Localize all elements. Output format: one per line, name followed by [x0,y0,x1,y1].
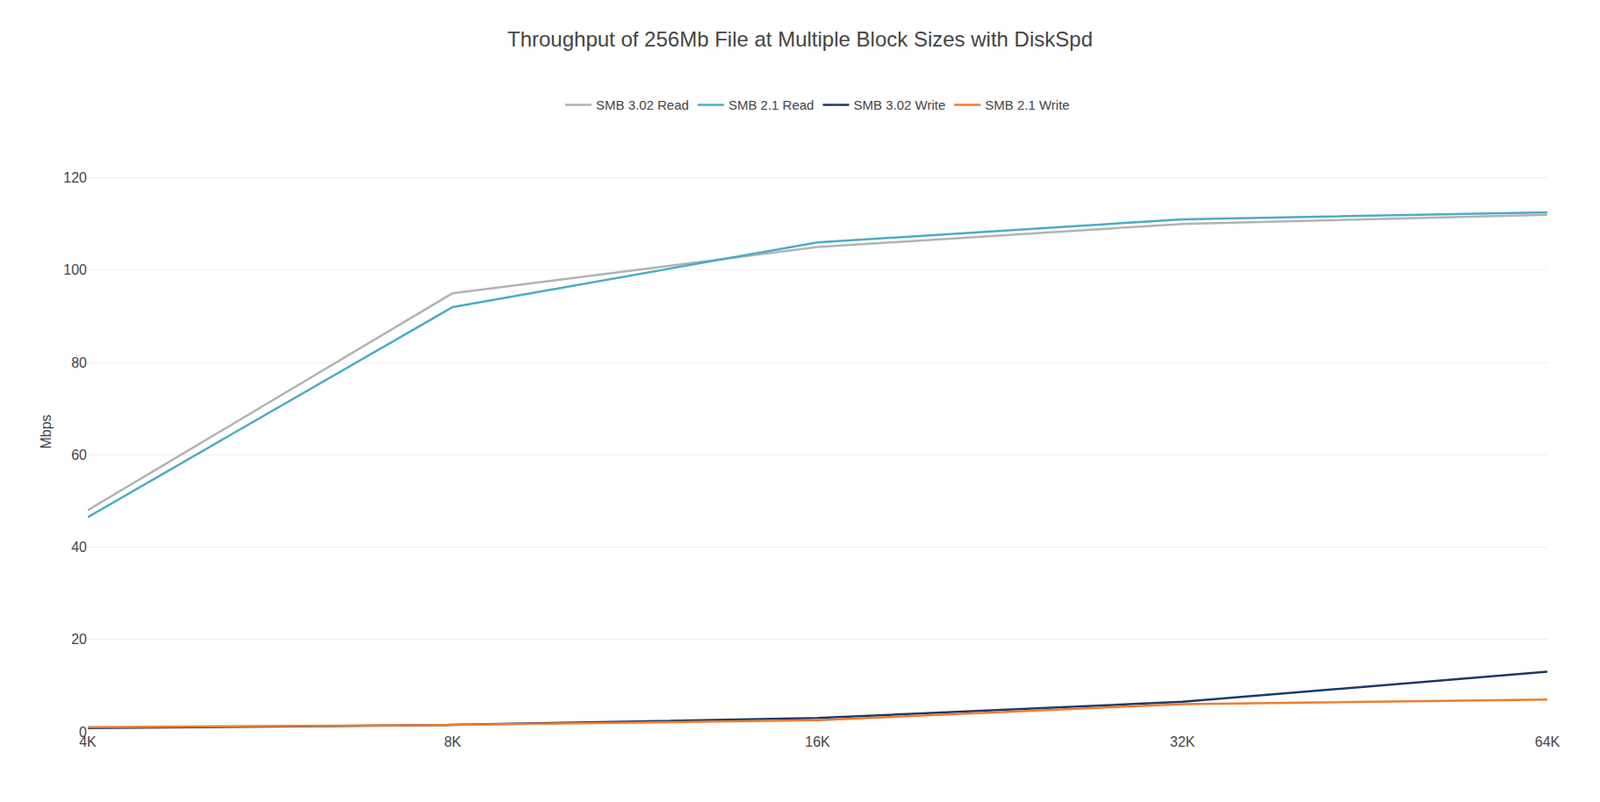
svg-text:80: 80 [71,355,87,371]
svg-text:SMB 3.02 Read: SMB 3.02 Read [595,97,689,113]
svg-text:0: 0 [78,724,87,740]
svg-text:SMB 2.1 Write: SMB 2.1 Write [984,97,1070,113]
svg-text:8K: 8K [444,734,462,750]
svg-text:4K: 4K [78,734,97,750]
svg-text:SMB 2.1 Read: SMB 2.1 Read [728,97,815,113]
svg-text:60: 60 [71,447,87,463]
svg-text:Mbps: Mbps [38,414,54,449]
svg-text:32K: 32K [1169,734,1196,750]
svg-text:SMB 3.02 Write: SMB 3.02 Write [853,97,946,113]
svg-text:40: 40 [71,539,87,555]
svg-text:120: 120 [63,170,87,186]
svg-text:64K: 64K [1535,734,1561,750]
svg-text:20: 20 [71,631,87,647]
svg-text:100: 100 [63,262,87,278]
svg-text:16K: 16K [804,734,831,750]
svg-text:Throughput of 256Mb File at Mu: Throughput of 256Mb File at Multiple Blo… [507,27,1093,51]
